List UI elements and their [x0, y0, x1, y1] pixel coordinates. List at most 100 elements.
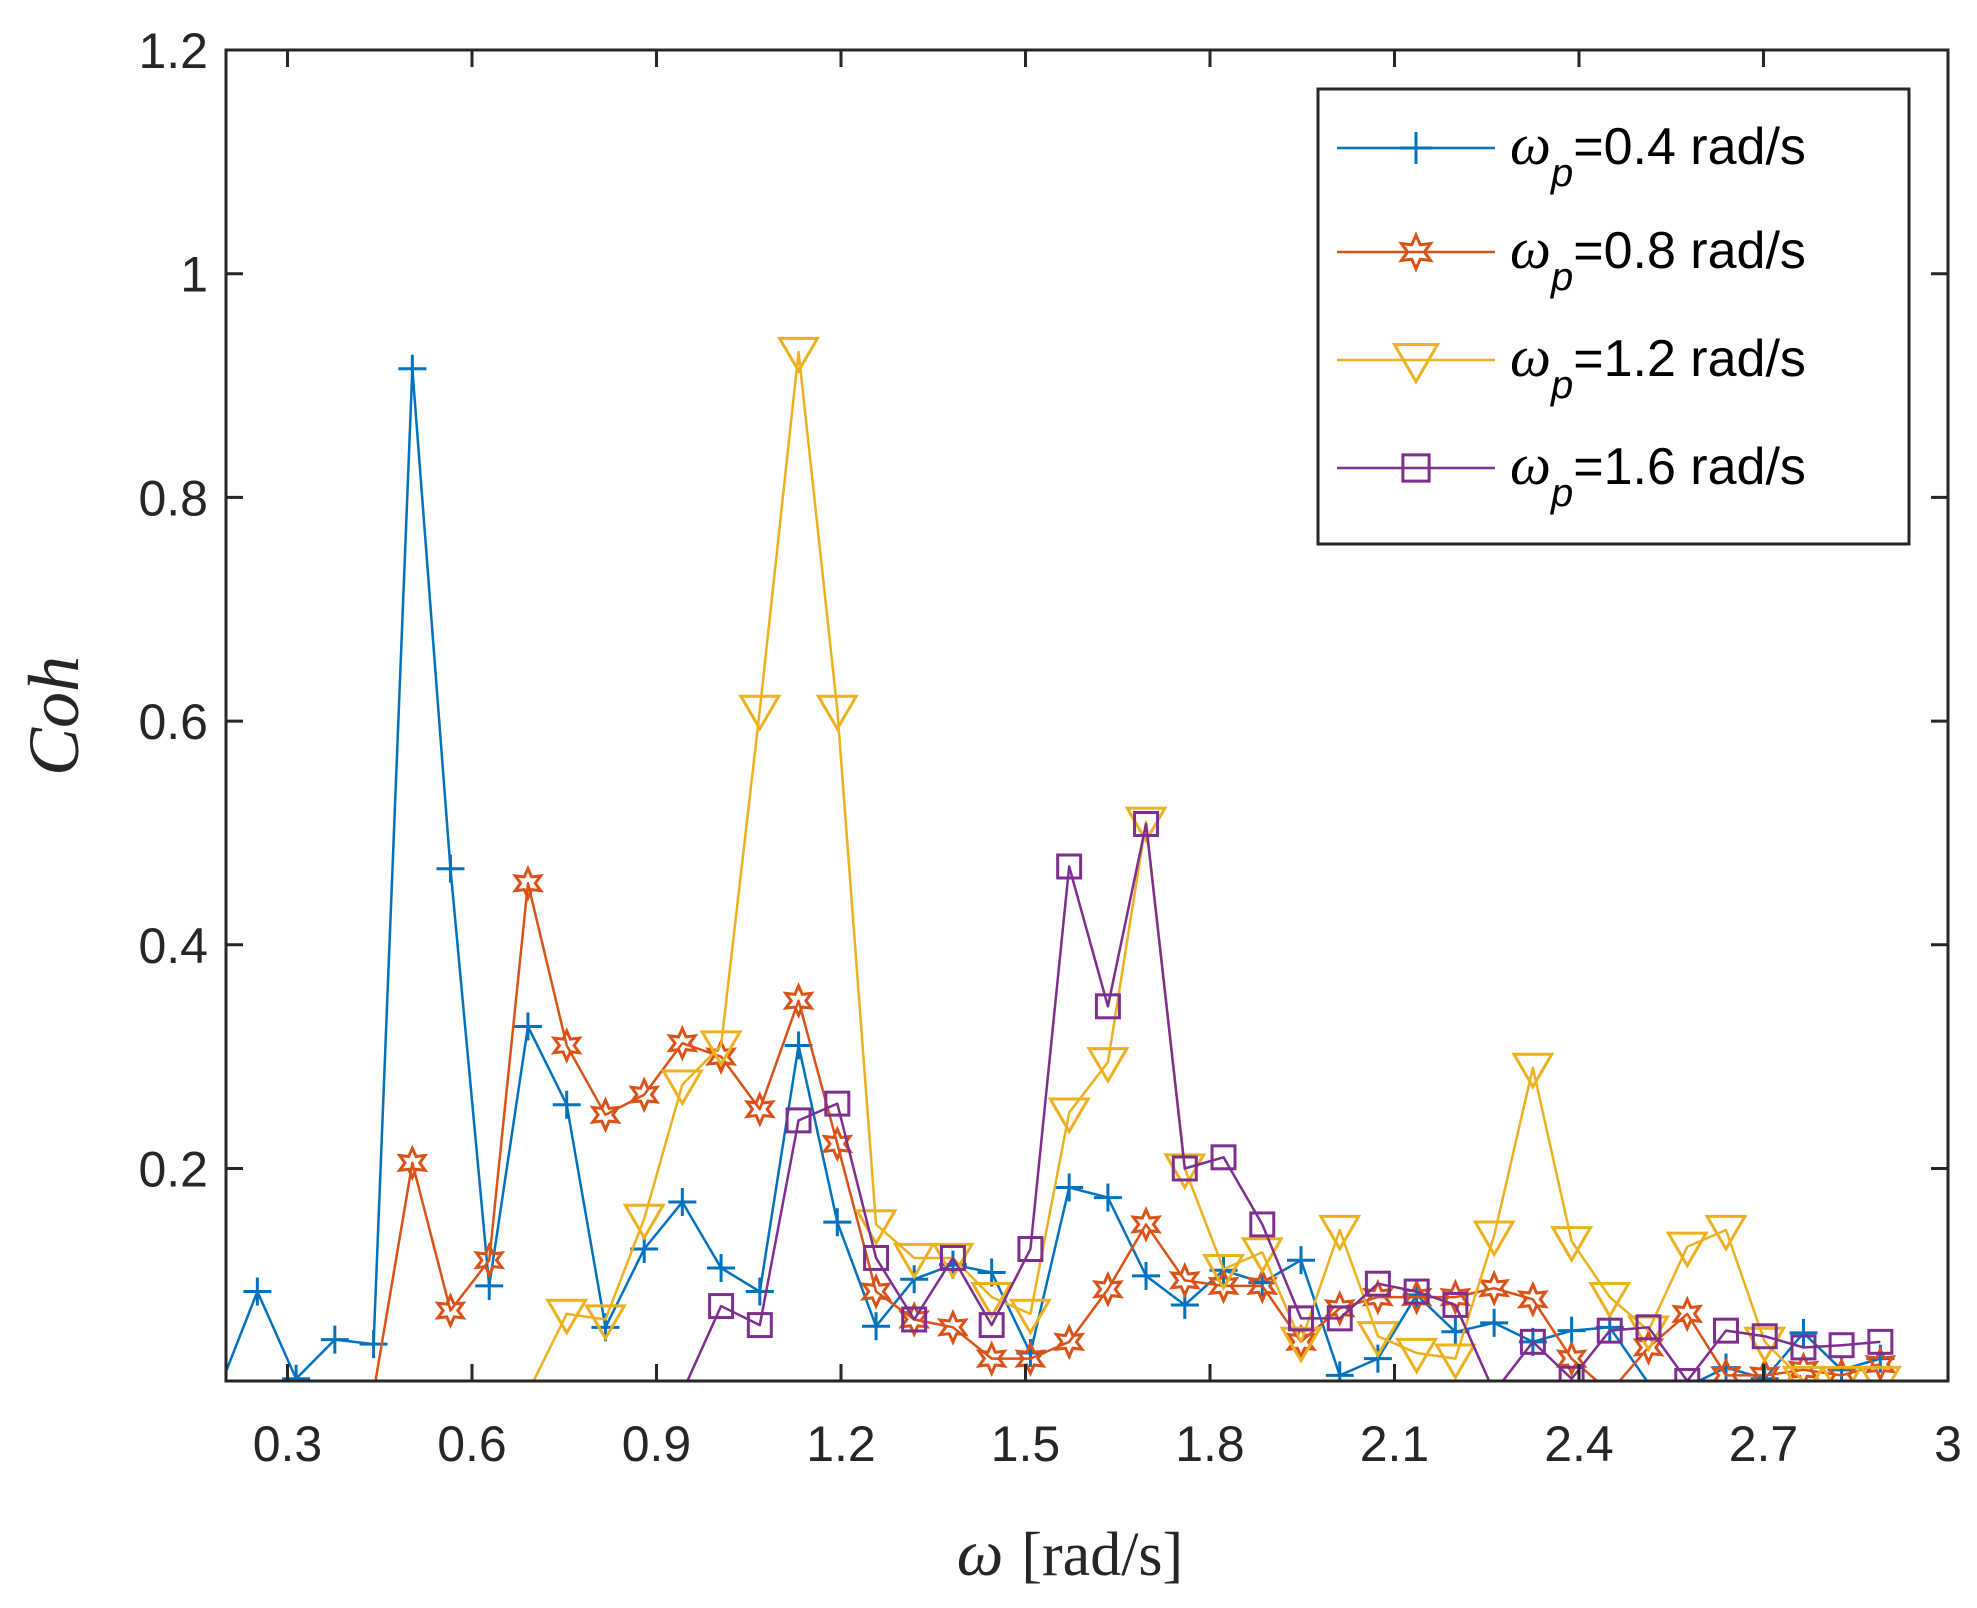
square-marker	[1401, 453, 1431, 483]
y-tick-label: 0.6	[138, 694, 208, 750]
square-marker	[1288, 1305, 1315, 1332]
triangle-down-marker	[1163, 1153, 1207, 1191]
axes-box	[224, 48, 1950, 1383]
square-marker	[1828, 1332, 1855, 1359]
square-marker	[1713, 1317, 1739, 1344]
hexagram-marker	[1398, 231, 1434, 273]
triangle-down-marker	[1124, 806, 1168, 844]
hexagram-marker	[512, 864, 544, 902]
square-marker	[939, 1244, 966, 1271]
legend-label-text: =1.2 rad/s	[1573, 330, 1806, 388]
square-marker	[1326, 1305, 1353, 1332]
hexagram-marker	[1285, 1323, 1317, 1361]
square-marker	[863, 1244, 890, 1271]
plus-marker	[1093, 1183, 1122, 1212]
x-tick-label: 0.3	[253, 1416, 323, 1472]
square-marker	[1558, 1365, 1585, 1381]
hexagram-marker	[860, 1273, 893, 1310]
y-tick-label: 1.2	[138, 23, 208, 79]
triangle-down-marker	[892, 1242, 936, 1280]
x-tick-label: 3	[1934, 1416, 1962, 1472]
hexagram-marker	[473, 1241, 506, 1279]
hexagram-marker	[1168, 1261, 1201, 1299]
hexagram-marker	[1671, 1295, 1704, 1333]
legend-entry-4: ωp=1.6 rad/s	[1337, 432, 1806, 515]
square-marker	[1056, 853, 1083, 880]
plus-marker	[1557, 1316, 1586, 1345]
triangle-down-marker	[1395, 1337, 1439, 1375]
triangle-down-marker	[1240, 1237, 1284, 1275]
x-axis-symbol: ω	[957, 1517, 1004, 1590]
hexagram-marker	[1710, 1356, 1742, 1381]
legend-label-subscript: p	[1550, 471, 1573, 515]
hexagram-marker	[821, 1125, 854, 1163]
series-4	[685, 811, 1894, 1381]
hexagram-marker	[1014, 1340, 1047, 1378]
square-marker	[1596, 1317, 1623, 1344]
triangle-down-marker	[777, 336, 821, 374]
plus-marker	[977, 1258, 1006, 1287]
hexagram-marker	[1864, 1345, 1897, 1381]
plus-marker	[436, 854, 465, 883]
triangle-down-marker	[1086, 1047, 1130, 1085]
series-line	[374, 882, 1881, 1381]
square-marker	[1364, 1270, 1391, 1297]
hexagram-marker	[396, 1144, 429, 1182]
plus-marker	[1325, 1361, 1354, 1381]
series-layer	[226, 336, 1902, 1381]
hexagram-marker	[550, 1027, 583, 1064]
plus-marker	[1789, 1318, 1818, 1347]
square-marker	[1442, 1291, 1469, 1318]
triangle-down-marker	[1743, 1326, 1787, 1364]
plus-marker	[668, 1188, 697, 1217]
square-marker	[1249, 1211, 1276, 1238]
hexagram-marker	[782, 982, 815, 1020]
triangle-down-marker	[854, 1209, 898, 1247]
x-axis-title: ω [rad/s]	[957, 1517, 1183, 1590]
triangle-down-marker	[815, 694, 859, 732]
legend-label-symbol: ω	[1510, 216, 1551, 281]
legend-label: ωp=1.6 rad/s	[1510, 432, 1806, 515]
triangle-down-marker	[1202, 1254, 1246, 1292]
legend-entry-3: ωp=1.2 rad/s	[1337, 324, 1806, 407]
triangle-down-marker	[1858, 1365, 1902, 1381]
triangle-down-marker	[1665, 1231, 1709, 1269]
plus-marker	[745, 1277, 774, 1306]
plus-marker	[1132, 1261, 1161, 1290]
hexagram-marker	[434, 1292, 467, 1329]
triangle-down-marker	[1511, 1052, 1555, 1090]
legend-label-text: =1.6 rad/s	[1573, 438, 1806, 496]
x-tick-label: 1.5	[991, 1416, 1061, 1472]
triangle-down-marker	[1472, 1220, 1516, 1258]
square-marker	[1017, 1236, 1044, 1262]
plus-marker	[552, 1090, 581, 1119]
square-marker	[746, 1312, 773, 1339]
plus-marker	[1363, 1344, 1392, 1373]
triangle-down-marker	[931, 1242, 975, 1280]
x-tick-label: 2.7	[1729, 1416, 1799, 1472]
legend-label-subscript: p	[1550, 151, 1573, 195]
triangle-down-marker	[699, 1030, 743, 1068]
triangle-down-marker	[660, 1069, 704, 1107]
square-marker	[1674, 1368, 1701, 1381]
x-tick-label: 0.6	[437, 1416, 507, 1472]
triangle-down-marker	[1781, 1365, 1825, 1381]
legend-label-subscript: p	[1550, 363, 1573, 407]
legend-label: ωp=0.4 rad/s	[1510, 112, 1806, 195]
hexagram-marker	[589, 1096, 622, 1134]
triangle-down-marker	[1279, 1326, 1323, 1364]
hexagram-marker	[1478, 1269, 1511, 1307]
legend-label: ωp=0.8 rad/s	[1510, 216, 1806, 299]
legend-label-text: =0.4 rad/s	[1573, 118, 1806, 176]
hexagram-marker	[628, 1076, 661, 1114]
legend-label: ωp=1.2 rad/s	[1510, 324, 1806, 407]
plus-marker	[398, 354, 427, 383]
hexagram-marker	[1323, 1289, 1356, 1327]
series-2	[374, 864, 1897, 1381]
square-marker	[1403, 1278, 1430, 1305]
plus-marker	[823, 1208, 852, 1237]
x-axis-unit: [rad/s]	[1021, 1521, 1183, 1589]
triangle-down-marker	[1391, 342, 1441, 385]
triangle-down-marker	[1704, 1214, 1748, 1252]
